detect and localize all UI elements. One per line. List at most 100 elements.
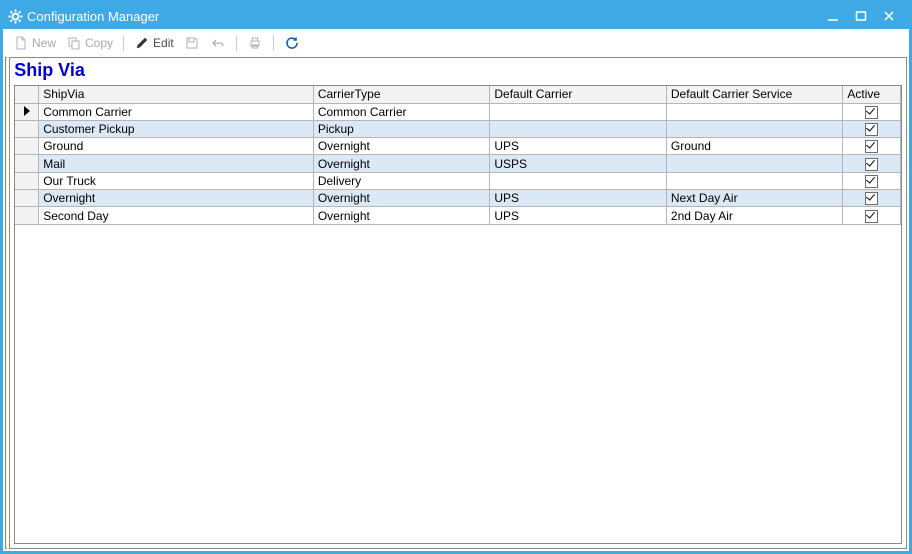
tree-folder[interactable]: Customer: [6, 94, 7, 111]
cell-shipvia[interactable]: Our Truck: [39, 172, 314, 189]
tree-item[interactable]: Workflow Status: [6, 349, 7, 366]
refresh-button[interactable]: [280, 33, 304, 53]
grid-row[interactable]: GroundOvernightUPSGround: [15, 138, 900, 155]
tree-item[interactable]: Carrier Insurance Option: [6, 298, 7, 315]
row-header-corner[interactable]: [15, 86, 39, 103]
cell-defaultservice[interactable]: [666, 103, 843, 120]
tree-item[interactable]: Carrier Void Option: [6, 315, 7, 332]
tree-item[interactable]: Price Code: [6, 196, 7, 213]
cell-defaultservice[interactable]: [666, 120, 843, 137]
ship-via-grid[interactable]: ShipVia CarrierType Default Carrier Defa…: [15, 86, 901, 225]
tree-item[interactable]: Lost Business: [6, 179, 7, 196]
cell-shipvia[interactable]: Mail: [39, 155, 314, 172]
tree-item[interactable]: Ship To Comment: [6, 230, 7, 247]
cell-active[interactable]: [843, 207, 901, 224]
cell-carriertype[interactable]: Overnight: [313, 190, 490, 207]
cell-defaultcarrier[interactable]: UPS: [490, 190, 667, 207]
undo-button[interactable]: [206, 33, 230, 53]
col-header-active[interactable]: Active: [843, 86, 901, 103]
minimize-button[interactable]: [819, 6, 847, 26]
tree-folder[interactable]: Sales Orders: [6, 111, 7, 128]
tree-item[interactable]: Order Options: [6, 128, 7, 145]
tree-item[interactable]: Carrier Billing Option: [6, 281, 7, 298]
cell-carriertype[interactable]: Delivery: [313, 172, 490, 189]
row-header[interactable]: [15, 155, 39, 172]
row-header[interactable]: [15, 190, 39, 207]
cell-active[interactable]: [843, 172, 901, 189]
navigation-tree[interactable]: UserCompanyCustomerSales OrdersOrder Opt…: [5, 57, 7, 549]
tree-item[interactable]: Delivery Routes: [6, 366, 7, 383]
cell-defaultservice[interactable]: 2nd Day Air: [666, 207, 843, 224]
tree-item[interactable]: Sales / COGS: [6, 145, 7, 162]
tree-folder[interactable]: Mobile: [6, 434, 7, 451]
tree-folder[interactable]: EDI: [6, 417, 7, 434]
row-header[interactable]: [15, 103, 39, 120]
cell-carriertype[interactable]: Common Carrier: [313, 103, 490, 120]
cell-shipvia[interactable]: Customer Pickup: [39, 120, 314, 137]
row-header[interactable]: [15, 207, 39, 224]
active-checkbox[interactable]: [865, 140, 878, 153]
cell-defaultcarrier[interactable]: UPS: [490, 207, 667, 224]
row-header[interactable]: [15, 120, 39, 137]
active-checkbox[interactable]: [865, 106, 878, 119]
cell-active[interactable]: [843, 138, 901, 155]
row-header[interactable]: [15, 172, 39, 189]
cell-carriertype[interactable]: Overnight: [313, 155, 490, 172]
cell-defaultcarrier[interactable]: UPS: [490, 138, 667, 155]
new-button[interactable]: New: [9, 33, 60, 53]
maximize-button[interactable]: [847, 6, 875, 26]
grid-row[interactable]: OvernightOvernightUPSNext Day Air: [15, 190, 900, 207]
tree-folder[interactable]: Custom Fields: [6, 502, 7, 519]
cell-shipvia[interactable]: Ground: [39, 138, 314, 155]
cell-active[interactable]: [843, 103, 901, 120]
edit-button[interactable]: Edit: [130, 33, 178, 53]
tree-folder[interactable]: Web Store: [6, 468, 7, 485]
grid-row[interactable]: Second DayOvernightUPS2nd Day Air: [15, 207, 900, 224]
grid-row[interactable]: Customer PickupPickup: [15, 120, 900, 137]
tree-folder[interactable]: Company: [6, 77, 7, 94]
tree-folder[interactable]: Services: [6, 519, 7, 536]
col-header-carriertype[interactable]: CarrierType: [313, 86, 490, 103]
cell-defaultcarrier[interactable]: [490, 120, 667, 137]
tree-item[interactable]: Payment Method: [6, 213, 7, 230]
tree-folder[interactable]: User: [6, 60, 7, 77]
cell-defaultcarrier[interactable]: USPS: [490, 155, 667, 172]
cell-carriertype[interactable]: Pickup: [313, 120, 490, 137]
cell-shipvia[interactable]: Overnight: [39, 190, 314, 207]
cell-defaultservice[interactable]: [666, 172, 843, 189]
cell-defaultservice[interactable]: Ground: [666, 138, 843, 155]
active-checkbox[interactable]: [865, 175, 878, 188]
cell-carriertype[interactable]: Overnight: [313, 207, 490, 224]
active-checkbox[interactable]: [865, 192, 878, 205]
cell-active[interactable]: [843, 155, 901, 172]
tree-folder[interactable]: Reports: [6, 485, 7, 502]
grid-row[interactable]: Common CarrierCommon Carrier: [15, 103, 900, 120]
grid-row[interactable]: Our TruckDelivery: [15, 172, 900, 189]
active-checkbox[interactable]: [865, 123, 878, 136]
active-checkbox[interactable]: [865, 158, 878, 171]
tree-item[interactable]: Ship Via: [6, 332, 7, 349]
copy-button[interactable]: Copy: [62, 33, 117, 53]
cell-active[interactable]: [843, 190, 901, 207]
cell-shipvia[interactable]: Second Day: [39, 207, 314, 224]
close-button[interactable]: [875, 6, 903, 26]
col-header-shipvia[interactable]: ShipVia: [39, 86, 314, 103]
cell-defaultservice[interactable]: Next Day Air: [666, 190, 843, 207]
tree-item[interactable]: Marketing Code: [6, 162, 7, 179]
tree-folder[interactable]: Inventory: [6, 383, 7, 400]
col-header-defaultcarrier[interactable]: Default Carrier: [490, 86, 667, 103]
active-checkbox[interactable]: [865, 210, 878, 223]
tree-item[interactable]: Carrier Service: [6, 264, 7, 281]
tree-item[interactable]: Carrier: [6, 247, 7, 264]
print-button[interactable]: [243, 33, 267, 53]
cell-defaultcarrier[interactable]: [490, 172, 667, 189]
row-header[interactable]: [15, 138, 39, 155]
cell-carriertype[interactable]: Overnight: [313, 138, 490, 155]
cell-active[interactable]: [843, 120, 901, 137]
save-button[interactable]: [180, 33, 204, 53]
grid-row[interactable]: MailOvernightUSPS: [15, 155, 900, 172]
tree-folder[interactable]: Business Activities: [6, 451, 7, 468]
tree-folder[interactable]: Purchasing: [6, 400, 7, 417]
cell-defaultcarrier[interactable]: [490, 103, 667, 120]
col-header-defaultservice[interactable]: Default Carrier Service: [666, 86, 843, 103]
